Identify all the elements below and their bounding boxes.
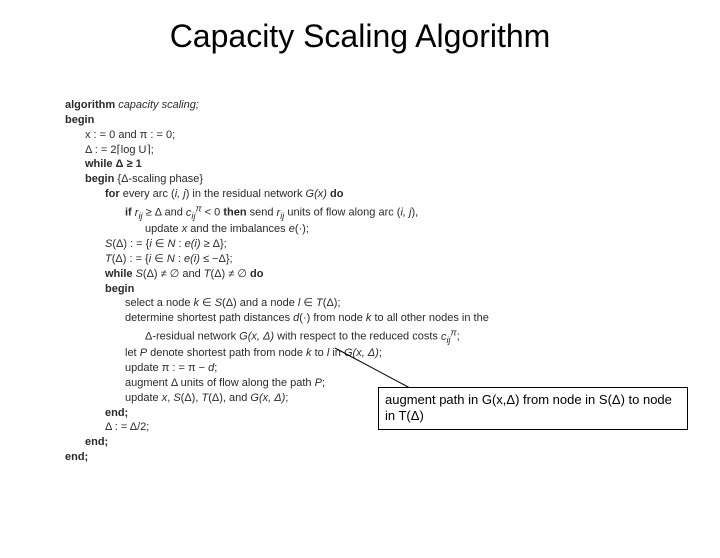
line-update-imb: update x and the imbalances e(·);	[65, 222, 489, 237]
line-begin-inner: begin	[65, 282, 489, 297]
line-if-send: if rij ≥ Δ and cijπ < 0 then send rij un…	[65, 202, 489, 222]
line-end-phase: end;	[65, 435, 489, 450]
line-end-outer: end;	[65, 451, 88, 463]
line-init-x: x : = 0 and π : = 0;	[65, 128, 489, 143]
kw-algorithm: algorithm	[65, 99, 115, 111]
line-let-P: let P denote shortest path from node k t…	[65, 346, 489, 361]
kw-begin-phase: begin	[85, 173, 114, 185]
line-select-kl: select a node k ∈ S(Δ) and a node l ∈ T(…	[65, 296, 489, 311]
line-for-arc: for every arc (i, j) in the residual net…	[65, 187, 489, 202]
line-while-inner: while S(Δ) ≠ ∅ and T(Δ) ≠ ∅ do	[65, 267, 489, 282]
callout-annotation: augment path in G(x,Δ) from node in S(Δ)…	[378, 387, 688, 430]
line-S: S(Δ) : = {i ∈ N : e(i) ≥ Δ};	[65, 237, 489, 252]
algo-header: algorithm capacity scaling;	[65, 99, 199, 111]
line-shortest: determine shortest path distances d(·) f…	[65, 311, 489, 326]
page-title: Capacity Scaling Algorithm	[0, 18, 720, 55]
line-init-delta: Δ : = 2⌈log U⌉;	[65, 143, 489, 158]
line-begin-phase: begin {Δ-scaling phase}	[65, 172, 489, 187]
line-while-outer: while Δ ≥ 1	[65, 157, 489, 172]
phase-comment: {Δ-scaling phase}	[117, 173, 203, 185]
algo-name: capacity scaling;	[118, 99, 199, 111]
callout-text: augment path in G(x,Δ) from node in S(Δ)…	[385, 392, 672, 423]
line-T: T(Δ) : = {i ∈ N : e(i) ≤ −Δ};	[65, 252, 489, 267]
kw-while-outer: while Δ ≥ 1	[85, 158, 142, 170]
kw-begin: begin	[65, 114, 94, 126]
line-update-pi: update π : = π − d;	[65, 361, 489, 376]
line-shortest2: Δ-residual network G(x, Δ) with respect …	[65, 326, 489, 346]
